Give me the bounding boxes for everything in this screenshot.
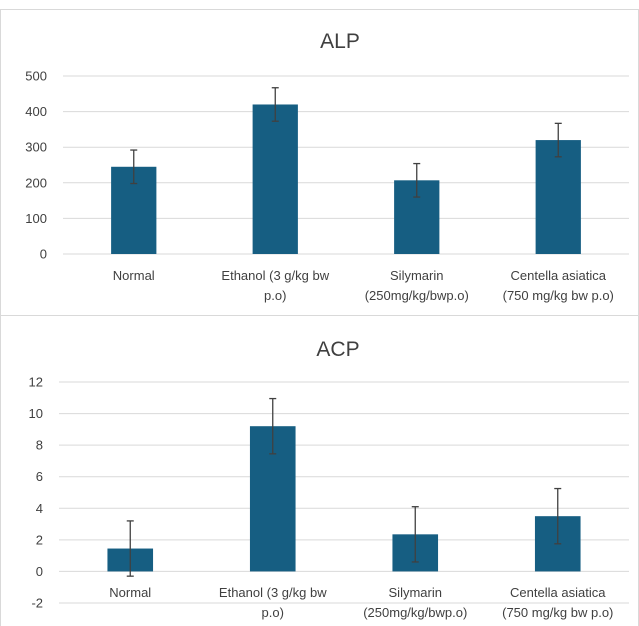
alp-y-tick-label: 500	[25, 69, 47, 84]
alp-bar	[252, 104, 298, 254]
acp-x-category-label: Ethanol (3 g/kg bw	[219, 585, 327, 600]
alp-x-category-label: p.o)	[264, 288, 286, 303]
acp-x-category-label: (750 mg/kg bw p.o)	[502, 605, 613, 620]
acp-y-tick-label: 2	[36, 532, 43, 547]
acp-y-tick-label: 0	[36, 564, 43, 579]
acp-chart: ACP -2 0 2 4 6 8 10 12 Normal Ethanol (3 g/kg bw p.…	[29, 338, 629, 620]
alp-x-category-label: (250mg/kg/bwp.o)	[365, 288, 469, 303]
acp-y-tick-label: -2	[31, 596, 43, 611]
acp-y-tick-label: 10	[29, 406, 43, 421]
acp-y-tick-label: 8	[36, 438, 43, 453]
alp-y-tick-label: 100	[25, 211, 47, 226]
acp-chart-panel: ACP -2 0 2 4 6 8 10 12 Normal Ethanol (3 g/kg bw p.…	[0, 315, 639, 626]
alp-x-category-label: (750 mg/kg bw p.o)	[503, 288, 614, 303]
acp-x-category-label: Silymarin	[389, 585, 442, 600]
acp-chart-title: ACP	[316, 338, 359, 361]
alp-x-category-label: Centella asiatica	[511, 268, 607, 283]
acp-x-category-label: (250mg/kg/bwp.o)	[363, 605, 467, 620]
alp-y-tick-label: 400	[25, 104, 47, 119]
acp-y-tick-label: 4	[36, 501, 43, 516]
acp-x-category-label: Normal	[109, 585, 151, 600]
acp-x-category-label: Centella asiatica	[510, 585, 606, 600]
alp-x-category-label: Normal	[113, 268, 155, 283]
alp-x-category-label: Silymarin	[390, 268, 443, 283]
alp-bar	[535, 140, 581, 254]
alp-chart-title: ALP	[320, 30, 360, 53]
acp-y-tick-label: 12	[29, 375, 43, 390]
alp-chart-panel: ALP 0 100 200 300 400 500 Normal Ethanol (3 g/kg…	[0, 9, 639, 316]
acp-y-tick-label: 6	[36, 469, 43, 484]
alp-x-category-label: Ethanol (3 g/kg bw	[221, 268, 329, 283]
acp-x-category-label: p.o)	[262, 605, 284, 620]
alp-chart: ALP 0 100 200 300 400 500 Normal Ethanol (3 g/kg…	[25, 30, 629, 303]
alp-y-tick-label: 300	[25, 140, 47, 155]
alp-y-tick-label: 200	[25, 175, 47, 190]
alp-y-tick-label: 0	[40, 247, 47, 262]
